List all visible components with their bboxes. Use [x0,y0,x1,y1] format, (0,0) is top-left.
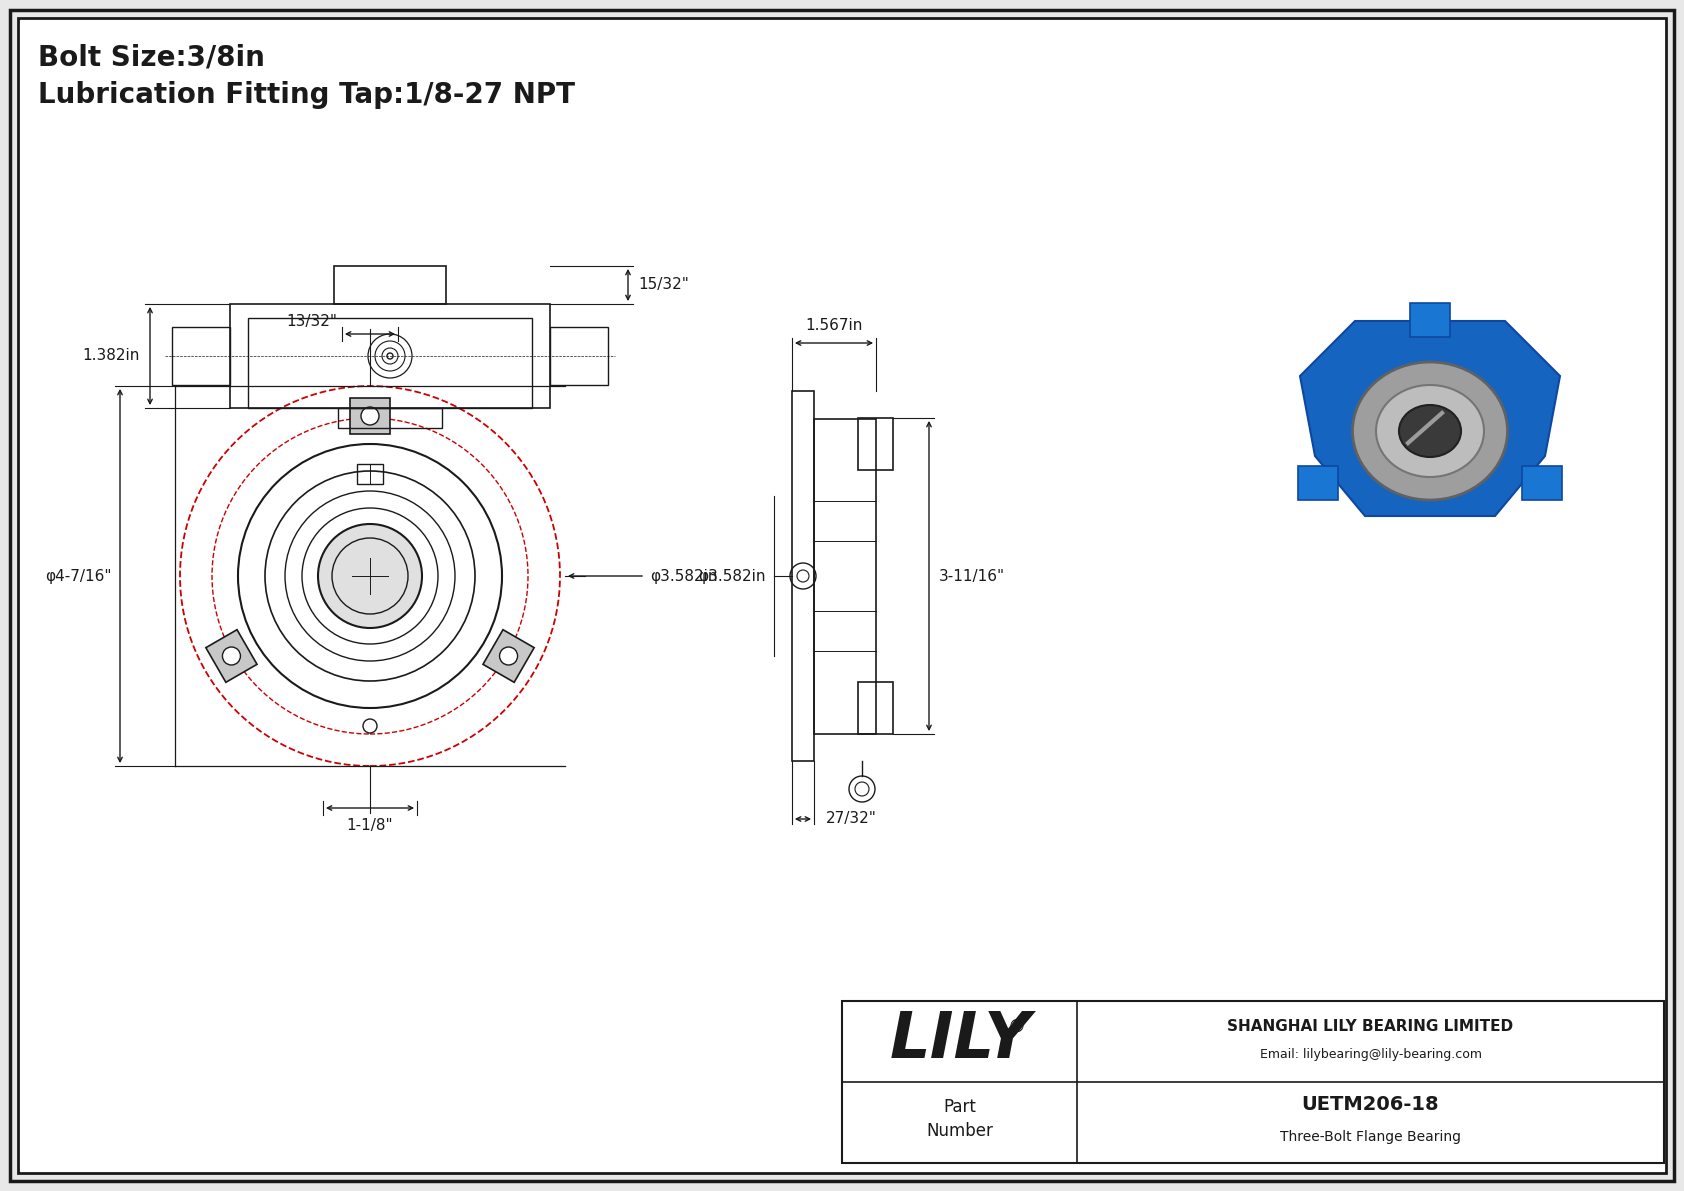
Polygon shape [1410,303,1450,337]
Text: 3-11/16": 3-11/16" [940,568,1005,584]
Text: Email: lilybearing@lily-bearing.com: Email: lilybearing@lily-bearing.com [1260,1048,1482,1061]
Ellipse shape [1399,405,1462,457]
Text: SHANGHAI LILY BEARING LIMITED: SHANGHAI LILY BEARING LIMITED [1228,1019,1514,1035]
Text: Three-Bolt Flange Bearing: Three-Bolt Flange Bearing [1280,1130,1462,1145]
Text: Lubrication Fitting Tap:1/8-27 NPT: Lubrication Fitting Tap:1/8-27 NPT [39,81,574,110]
Text: φ3.582in: φ3.582in [699,568,766,584]
Bar [248,318,532,409]
Bar [338,409,441,428]
Bar [483,630,534,682]
Circle shape [222,647,241,665]
Text: 15/32": 15/32" [638,278,689,293]
Text: 1-1/8": 1-1/8" [347,818,394,833]
Bar [859,682,893,734]
Text: ®: ® [1009,1018,1026,1036]
Text: 13/32": 13/32" [286,314,337,329]
Text: φ4-7/16": φ4-7/16" [45,568,113,584]
Bar [813,419,876,734]
Polygon shape [1298,466,1339,500]
Bar [859,418,893,470]
Text: Part
Number: Part Number [926,1098,994,1140]
Text: 1.382in: 1.382in [83,349,140,363]
Ellipse shape [1352,362,1507,500]
Bar [172,328,231,385]
Text: φ3.582in: φ3.582in [650,568,717,584]
Bar [551,328,608,385]
Circle shape [360,407,379,425]
Circle shape [318,524,423,628]
Text: 27/32": 27/32" [825,811,877,827]
Polygon shape [1300,322,1559,516]
Text: 1.567in: 1.567in [805,318,862,333]
Bar [205,630,258,682]
Bar [231,304,551,409]
Ellipse shape [1376,385,1484,478]
Text: LILY: LILY [889,1009,1031,1071]
Text: UETM206-18: UETM206-18 [1302,1096,1440,1114]
Bar [350,398,391,434]
Circle shape [500,647,517,665]
Bar [842,1000,1664,1162]
Bar [333,266,446,304]
Bar [357,464,382,484]
Text: Bolt Size:3/8in: Bolt Size:3/8in [39,43,264,71]
Polygon shape [1522,466,1563,500]
Bar [791,391,813,761]
